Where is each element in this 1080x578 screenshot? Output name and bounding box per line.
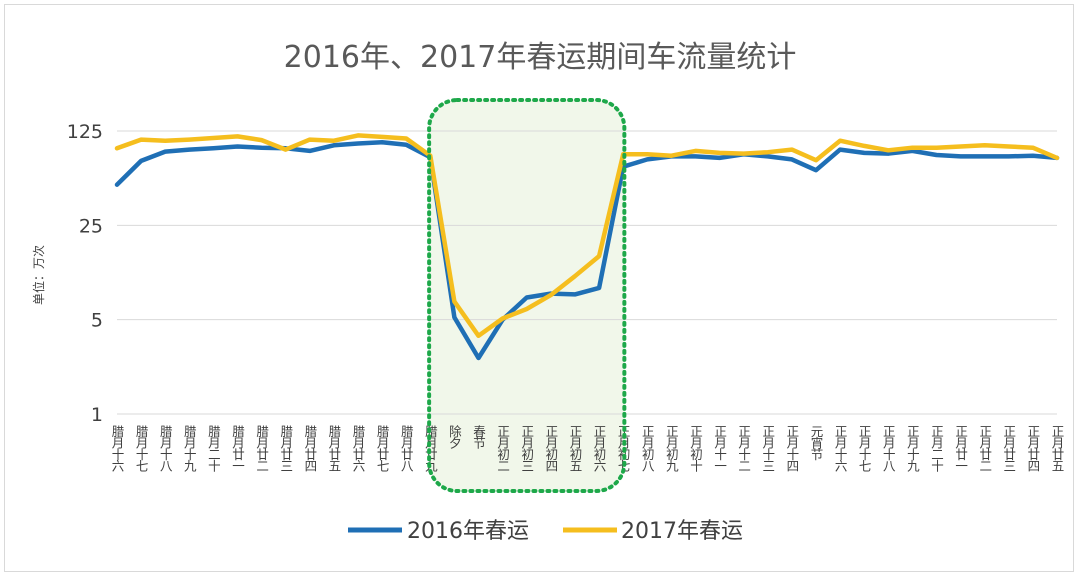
- series-layer: [114, 133, 1060, 361]
- x-tick-label: 正月初六: [592, 425, 607, 472]
- chart-title: 2016年、2017年春运期间车流量统计: [284, 40, 797, 75]
- x-tick-label: 腊月廿四: [302, 425, 317, 472]
- legend-label-2017: 2017年春运: [621, 519, 743, 544]
- highlight-box-border: [427, 98, 627, 493]
- x-tick-label: 腊月廿七: [375, 425, 390, 472]
- x-tick-label: 腊月十六: [110, 425, 125, 472]
- y-tick-label-125: 125: [67, 121, 103, 143]
- x-tick-label: 正月十一: [712, 425, 727, 471]
- x-tick-label: 正月十二: [736, 425, 751, 471]
- x-tick-label: 正月十三: [760, 425, 775, 471]
- x-tick-label: 正月初八: [640, 425, 655, 472]
- x-tick-label: 腊月廿八: [399, 425, 414, 472]
- x-tick-label: 腊月廿二: [254, 425, 269, 471]
- legend-label-2016: 2016年春运: [407, 519, 529, 544]
- x-tick-label: 正月十八: [881, 425, 896, 472]
- x-tick-label: 正月初九: [664, 425, 679, 473]
- x-tick-label: 正月廿五: [1050, 425, 1065, 471]
- x-tick-label: 正月廿三: [1001, 425, 1016, 471]
- series-line-2017: [114, 133, 1060, 339]
- x-tick-label: 春节: [471, 425, 486, 449]
- x-tick-layer: 腊月十六 腊月十七 腊月十八 腊月十九 腊月二十 腊月廿一 腊月廿二 腊月廿三 腊月廿四 腊月廿五…: [110, 424, 1065, 473]
- x-tick-label: 腊月十八: [158, 425, 173, 472]
- x-tick-label: 正月廿一: [953, 425, 968, 471]
- series-line-2016: [114, 140, 1060, 361]
- legend: 2016年春运 2017年春运: [348, 519, 743, 544]
- x-tick-label: 正月初三: [519, 425, 534, 471]
- x-tick-label: 正月初十: [688, 425, 703, 472]
- x-tick-label: 腊月廿六: [351, 425, 366, 472]
- x-tick-label: 除夕: [447, 424, 462, 450]
- y-tick-label-25: 25: [79, 215, 103, 237]
- y-tick-layer: 1 5 25 125: [67, 121, 103, 426]
- x-tick-label: 正月初五: [567, 425, 582, 471]
- x-tick-label: 正月初二: [495, 425, 510, 471]
- x-tick-label: 腊月廿三: [278, 425, 293, 471]
- y-axis-label: 单位：万次: [31, 245, 46, 305]
- x-tick-label: 正月廿四: [1025, 425, 1040, 472]
- chart-svg: 1 5 25 125 腊月十六 腊月十七 腊月十八 腊月十九 腊月二十 腊月廿一 腊月廿二 腊月廿三…: [31, 40, 1065, 544]
- x-tick-label: 正月二十: [929, 425, 944, 472]
- y-tick-label-1: 1: [91, 404, 103, 426]
- x-tick-label: 腊月廿五: [326, 425, 341, 471]
- x-tick-label: 元宵节: [808, 425, 823, 460]
- x-tick-label: 正月十六: [833, 425, 848, 472]
- x-tick-label: 正月十九: [905, 425, 920, 473]
- x-tick-label: 腊月二十: [206, 425, 221, 472]
- x-tick-label: 正月十七: [857, 425, 872, 472]
- highlight-border-layer: [427, 98, 627, 493]
- x-tick-label: 腊月十七: [134, 425, 149, 472]
- x-tick-label: 正月十四: [784, 425, 799, 472]
- x-tick-label: 正月初四: [543, 425, 558, 472]
- x-tick-label: 腊月十九: [182, 425, 197, 473]
- x-tick-label: 正月廿二: [977, 425, 992, 471]
- x-tick-label: 腊月廿一: [230, 425, 245, 471]
- y-tick-label-5: 5: [91, 310, 103, 332]
- grid-layer: [117, 130, 1057, 415]
- chart-frame: 1 5 25 125 腊月十六 腊月十七 腊月十八 腊月十九 腊月二十 腊月廿一 腊月廿二 腊月廿三…: [4, 4, 1074, 572]
